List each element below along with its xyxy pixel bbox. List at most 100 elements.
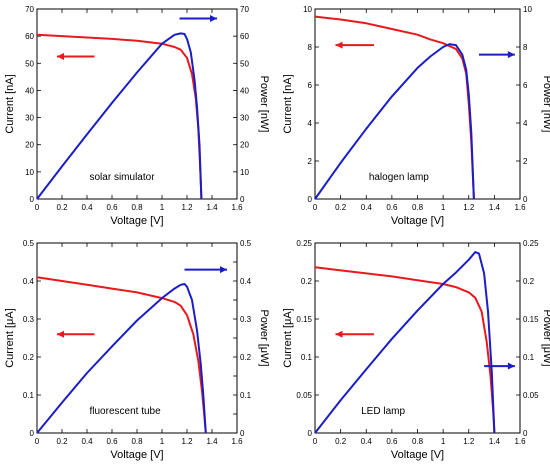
- y-tick-label: 0.5: [23, 239, 35, 248]
- y2-tick-label: 20: [240, 141, 249, 150]
- power-curve: [314, 251, 496, 434]
- x-axis-label: Voltage [V]: [391, 449, 444, 461]
- x-tick-label: 0.4: [81, 203, 93, 212]
- y2-tick-label: 0.1: [240, 391, 252, 400]
- x-tick-label: 0.6: [106, 203, 118, 212]
- y2-tick-label: 6: [523, 81, 528, 90]
- y-tick-label: 0: [30, 195, 35, 204]
- y2-tick-label: 0: [240, 429, 245, 438]
- x-tick-label: 1.6: [514, 203, 526, 212]
- y2-tick-label: 4: [523, 119, 528, 128]
- chart-panel-br: 0 0.2 0.4 0.6 0.8 1 1.2 1.4 1.600.050.10.150.20.…: [282, 239, 550, 461]
- y2-tick-label: 10: [523, 5, 532, 14]
- current-axis-arrow: [57, 53, 95, 60]
- y2-tick-label: 70: [240, 5, 249, 14]
- x-tick-label: 0: [35, 437, 40, 446]
- x-tick-label: 0.4: [361, 203, 373, 212]
- y2-tick-label: 0.05: [523, 391, 539, 400]
- x-tick-label: 1: [160, 437, 165, 446]
- y-tick-label: 4: [308, 119, 313, 128]
- y-tick-label: 8: [308, 43, 313, 52]
- y-tick-label: 0: [308, 429, 313, 438]
- y-axis-label: Current [μA]: [4, 308, 16, 368]
- y2-tick-label: 2: [523, 157, 528, 166]
- x-tick-label: 0.2: [335, 437, 347, 446]
- power-axis-arrow: [179, 15, 217, 22]
- x-axis-label: Voltage [V]: [110, 449, 163, 461]
- y2-tick-label: 40: [240, 86, 249, 95]
- current-axis-arrow: [57, 330, 95, 338]
- y-tick-label: 40: [25, 86, 34, 95]
- x-tick-label: 0.6: [386, 203, 398, 212]
- x-tick-label: 1.2: [181, 437, 193, 446]
- y-tick-label: 0.4: [23, 277, 35, 286]
- x-tick-label: 0: [313, 437, 318, 446]
- x-tick-label: 1.6: [514, 437, 526, 446]
- plot-frame: [36, 8, 238, 200]
- x-tick-label: 1.4: [206, 203, 218, 212]
- y2-tick-label: 0: [240, 195, 245, 204]
- y-tick-label: 0.1: [23, 391, 35, 400]
- y2-tick-label: 0.15: [523, 315, 539, 324]
- current-curve: [314, 266, 496, 434]
- x-tick-label: 0.2: [335, 203, 347, 212]
- y2-tick-label: 50: [240, 59, 249, 68]
- y-tick-label: 0: [308, 195, 313, 204]
- light-source-label: solar simulator: [90, 172, 156, 183]
- y-tick-label: 0.2: [23, 353, 35, 362]
- y-tick-label: 0.05: [296, 391, 312, 400]
- light-source-label: halogen lamp: [369, 172, 429, 183]
- y2-tick-label: 0.2: [240, 353, 252, 362]
- power-curve: [36, 283, 207, 434]
- current-axis-arrow: [335, 41, 374, 49]
- x-tick-label: 1.4: [206, 437, 218, 446]
- arrow-head: [335, 41, 343, 49]
- y2-axis-label: Power [μW]: [258, 309, 270, 366]
- y-tick-label: 50: [25, 59, 34, 68]
- chart-panel-bl: 0 0.2 0.4 0.6 0.8 1 1.2 1.4 1.600.10.20.30.40.50…: [4, 239, 270, 461]
- plot-frame: [36, 242, 238, 434]
- arrow-head: [220, 266, 227, 274]
- x-tick-label: 1: [441, 437, 446, 446]
- y-tick-label: 6: [308, 81, 313, 90]
- y-tick-label: 0.15: [296, 315, 312, 324]
- arrow-head: [335, 330, 343, 338]
- power-axis-arrow: [484, 362, 515, 370]
- y-tick-label: 30: [25, 114, 34, 123]
- x-tick-label: 1.2: [181, 203, 193, 212]
- x-axis-label: Voltage [V]: [391, 215, 444, 227]
- y2-tick-label: 60: [240, 32, 249, 41]
- y2-tick-label: 0: [523, 429, 528, 438]
- power-axis-arrow: [184, 266, 227, 274]
- y2-tick-label: 30: [240, 114, 249, 123]
- x-tick-label: 1: [441, 203, 446, 212]
- y2-tick-label: 8: [523, 43, 528, 52]
- chart-panel-tr: 0 0.2 0.4 0.6 0.8 1 1.2 1.4 1.602468100246810Vol…: [282, 5, 550, 227]
- y-tick-label: 10: [25, 168, 34, 177]
- x-tick-label: 0.6: [106, 437, 118, 446]
- y2-tick-label: 0: [523, 195, 528, 204]
- y-tick-label: 0.2: [301, 277, 313, 286]
- x-axis-label: Voltage [V]: [110, 215, 163, 227]
- x-tick-label: 0.2: [56, 437, 68, 446]
- x-tick-label: 0: [35, 203, 40, 212]
- y2-tick-label: 0.1: [523, 353, 535, 362]
- x-tick-label: 0: [313, 203, 318, 212]
- y2-axis-label: Power [nW]: [541, 76, 550, 133]
- y2-axis-label: Power [nW]: [258, 76, 270, 133]
- y2-tick-label: 0.3: [240, 315, 252, 324]
- y-tick-label: 0.25: [296, 239, 312, 248]
- x-tick-label: 1.6: [231, 203, 243, 212]
- current-axis-arrow: [335, 330, 374, 338]
- arrow-head: [507, 51, 515, 59]
- x-tick-label: 0.4: [361, 437, 373, 446]
- y2-tick-label: 0.2: [523, 277, 535, 286]
- y-tick-label: 0.1: [301, 353, 313, 362]
- x-tick-label: 0.2: [56, 203, 68, 212]
- power-curve: [36, 32, 203, 200]
- x-tick-label: 1: [160, 203, 165, 212]
- y-axis-label: Current [nA]: [4, 74, 16, 133]
- y2-tick-label: 10: [240, 168, 249, 177]
- y-tick-label: 60: [25, 32, 34, 41]
- y2-tick-label: 0.4: [240, 277, 252, 286]
